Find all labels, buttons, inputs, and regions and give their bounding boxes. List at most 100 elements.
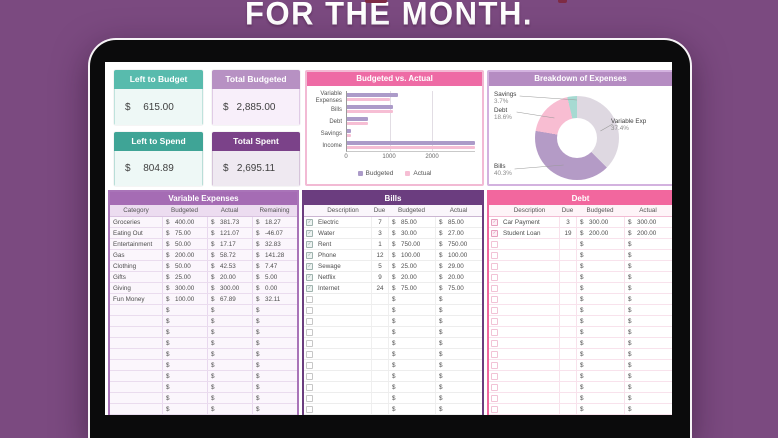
cell[interactable]: $32.11: [252, 294, 297, 304]
cell[interactable]: $7.47: [252, 261, 297, 271]
table-row[interactable]: $ $ $: [110, 360, 297, 371]
row-checkbox[interactable]: [491, 361, 498, 369]
cell[interactable]: $: [388, 382, 435, 392]
cell[interactable]: [315, 316, 371, 326]
table-row[interactable]: Groceries $400.00 $381.73 $18.27: [110, 217, 297, 228]
cell[interactable]: Eating Out: [113, 229, 143, 237]
cell[interactable]: [559, 404, 576, 414]
cell[interactable]: [500, 382, 559, 392]
cell[interactable]: $: [252, 349, 297, 359]
cell[interactable]: $50.00: [162, 239, 207, 249]
cell[interactable]: $200.00: [624, 228, 672, 238]
cell[interactable]: $: [624, 404, 672, 414]
cell[interactable]: [110, 349, 162, 359]
table-row[interactable]: $ $ $: [110, 382, 297, 393]
cell[interactable]: $: [162, 316, 207, 326]
cell[interactable]: $67.89: [207, 294, 252, 304]
cell[interactable]: $: [435, 294, 482, 304]
table-row[interactable]: $ $: [304, 327, 482, 338]
cell[interactable]: [110, 382, 162, 392]
cell[interactable]: [500, 239, 559, 249]
cell[interactable]: $: [162, 349, 207, 359]
table-row[interactable]: $ $: [304, 404, 482, 415]
row-checkbox[interactable]: [306, 361, 313, 369]
cell[interactable]: [110, 338, 162, 348]
table-row[interactable]: Gas $200.00 $58.72 $141.28: [110, 250, 297, 261]
cell[interactable]: 1: [371, 239, 388, 249]
cell[interactable]: [371, 349, 388, 359]
cell[interactable]: [315, 338, 371, 348]
cell[interactable]: $32.83: [252, 239, 297, 249]
cell[interactable]: $27.00: [435, 228, 482, 238]
cell[interactable]: Giving: [113, 284, 131, 292]
row-checkbox[interactable]: ✓: [306, 262, 313, 270]
cell[interactable]: [315, 393, 371, 403]
cell[interactable]: $141.28: [252, 250, 297, 260]
cell[interactable]: [559, 349, 576, 359]
cell[interactable]: $: [388, 393, 435, 403]
cell[interactable]: [371, 327, 388, 337]
cell[interactable]: $: [207, 382, 252, 392]
cell[interactable]: $: [435, 327, 482, 337]
cell[interactable]: [371, 371, 388, 381]
cell[interactable]: [315, 327, 371, 337]
cell[interactable]: $: [252, 360, 297, 370]
cell[interactable]: [500, 283, 559, 293]
cell[interactable]: Car Payment: [503, 218, 540, 226]
cell[interactable]: Entertainment: [113, 240, 153, 248]
cell[interactable]: 3: [559, 217, 576, 227]
row-checkbox[interactable]: [306, 372, 313, 380]
cell[interactable]: $: [388, 404, 435, 414]
cell[interactable]: $300.00: [207, 283, 252, 293]
cell[interactable]: $300.00: [162, 283, 207, 293]
table-row[interactable]: $ $: [489, 250, 672, 261]
cell[interactable]: $: [207, 316, 252, 326]
cell[interactable]: $: [624, 393, 672, 403]
cell[interactable]: $: [162, 327, 207, 337]
row-checkbox[interactable]: [306, 328, 313, 336]
cell[interactable]: $: [435, 349, 482, 359]
table-row[interactable]: ✓ Rent 1 $750.00 $750.00: [304, 239, 482, 250]
cell[interactable]: $: [576, 382, 624, 392]
cell[interactable]: 19: [559, 228, 576, 238]
cell[interactable]: $20.00: [388, 272, 435, 282]
cell[interactable]: [315, 349, 371, 359]
cell[interactable]: Internet: [318, 284, 340, 292]
cell[interactable]: $: [252, 404, 297, 414]
table-row[interactable]: $ $: [304, 316, 482, 327]
cell[interactable]: [371, 338, 388, 348]
cell[interactable]: [315, 360, 371, 370]
table-row[interactable]: $ $: [304, 349, 482, 360]
table-row[interactable]: $ $ $: [110, 404, 297, 415]
table-row[interactable]: Entertainment $50.00 $17.17 $32.83: [110, 239, 297, 250]
card-amount-cell[interactable]: $ 804.89: [114, 151, 203, 186]
cell[interactable]: $: [162, 393, 207, 403]
table-row[interactable]: $ $: [489, 283, 672, 294]
row-checkbox[interactable]: [306, 383, 313, 391]
cell[interactable]: $: [388, 371, 435, 381]
cell[interactable]: $: [207, 338, 252, 348]
row-checkbox[interactable]: ✓: [306, 251, 313, 259]
table-row[interactable]: $ $ $: [110, 327, 297, 338]
cell[interactable]: $: [576, 283, 624, 293]
cell[interactable]: $: [624, 261, 672, 271]
cell[interactable]: $: [576, 305, 624, 315]
cell[interactable]: Netflix: [318, 273, 336, 281]
cell[interactable]: Gifts: [113, 273, 126, 281]
cell[interactable]: $: [435, 360, 482, 370]
cell[interactable]: $100.00: [162, 294, 207, 304]
cell[interactable]: $5.00: [252, 272, 297, 282]
cell[interactable]: Clothing: [113, 262, 137, 270]
cell[interactable]: $: [576, 239, 624, 249]
cell[interactable]: $: [207, 371, 252, 381]
table-row[interactable]: $ $: [489, 349, 672, 360]
cell[interactable]: $: [624, 338, 672, 348]
table-row[interactable]: $ $ $: [110, 305, 297, 316]
cell[interactable]: [559, 382, 576, 392]
row-checkbox[interactable]: [491, 262, 498, 270]
row-checkbox[interactable]: ✓: [306, 218, 313, 226]
table-row[interactable]: $ $: [304, 305, 482, 316]
cell[interactable]: $: [576, 338, 624, 348]
cell[interactable]: [371, 382, 388, 392]
table-row[interactable]: Giving $300.00 $300.00 $0.00: [110, 283, 297, 294]
